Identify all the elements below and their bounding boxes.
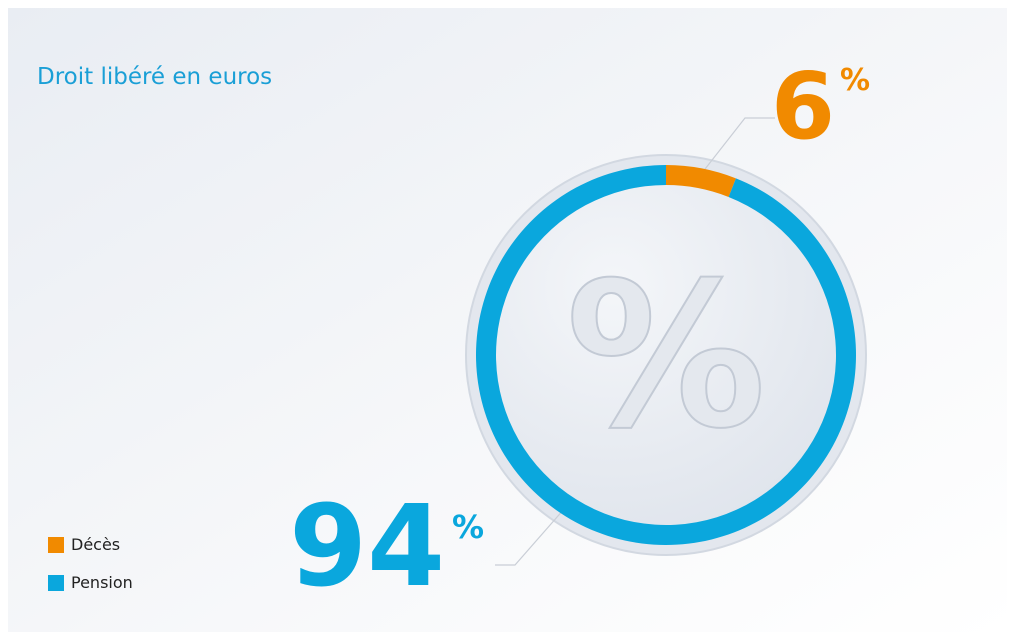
legend-label: Décès bbox=[71, 535, 120, 554]
donut-segment bbox=[666, 165, 736, 197]
chart-title: Droit libéré en euros bbox=[37, 64, 272, 90]
disc bbox=[496, 185, 836, 525]
value-unit: % bbox=[452, 508, 484, 546]
leader-line bbox=[495, 507, 566, 566]
value-label: 6 bbox=[771, 53, 835, 160]
value-unit: % bbox=[840, 63, 870, 98]
leader-line bbox=[697, 117, 775, 179]
legend-label: Pension bbox=[71, 573, 133, 592]
legend-swatch bbox=[48, 575, 64, 591]
center-symbol: % bbox=[566, 240, 766, 473]
value-label: 94 bbox=[289, 482, 445, 612]
legend-swatch bbox=[48, 537, 64, 553]
